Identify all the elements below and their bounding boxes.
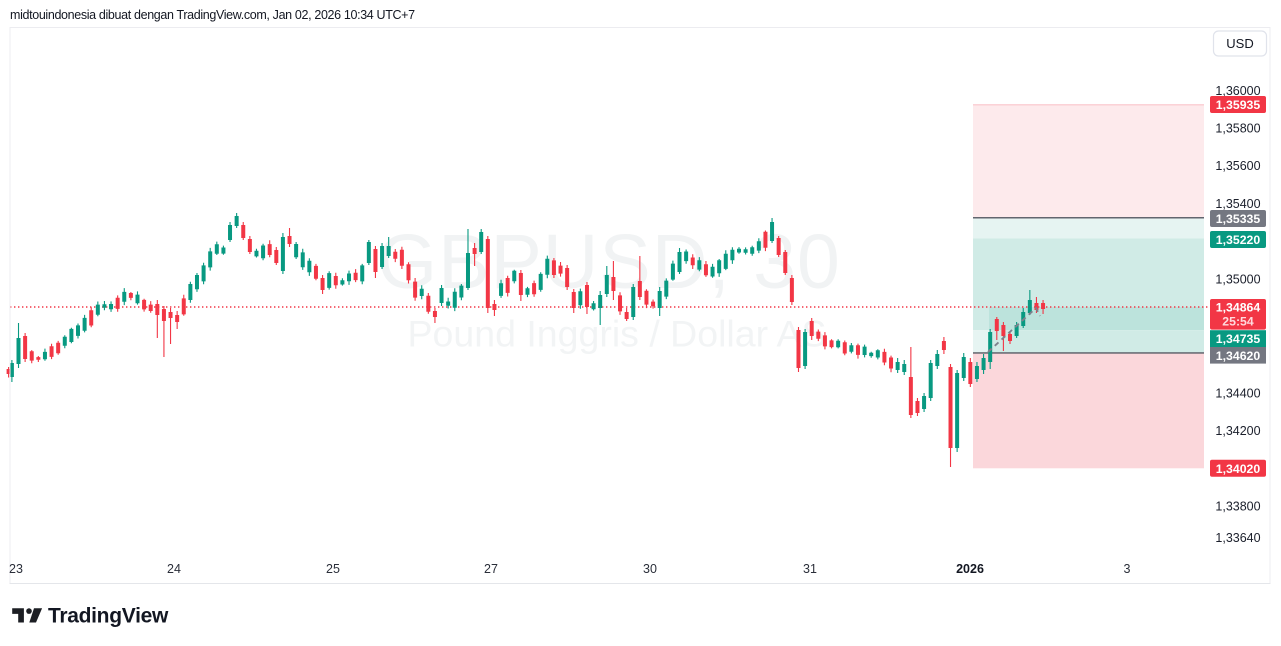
svg-text:1,35220: 1,35220 [1216,233,1261,247]
svg-text:1,35935: 1,35935 [1216,98,1261,112]
svg-text:1,35335: 1,35335 [1216,212,1261,226]
svg-text:1,35600: 1,35600 [1215,159,1260,173]
svg-text:1,34620: 1,34620 [1216,349,1261,363]
svg-text:30: 30 [643,562,657,576]
svg-text:Pound Inggris / Dollar AS: Pound Inggris / Dollar AS [408,313,827,355]
svg-text:2026: 2026 [956,562,984,576]
svg-text:31: 31 [803,562,817,576]
svg-text:25: 25 [326,562,340,576]
svg-text:1,33800: 1,33800 [1215,500,1260,514]
svg-text:midtouindonesia dibuat dengan: midtouindonesia dibuat dengan TradingVie… [10,8,415,22]
svg-text:1,35800: 1,35800 [1215,122,1260,136]
svg-text:1,34864: 1,34864 [1216,301,1261,315]
svg-text:1,34735: 1,34735 [1216,332,1261,346]
svg-text:1,36000: 1,36000 [1215,84,1260,98]
svg-text:1,35400: 1,35400 [1215,197,1260,211]
svg-text:1,34400: 1,34400 [1215,387,1260,401]
svg-text:1,34020: 1,34020 [1216,462,1261,476]
svg-text:1,35000: 1,35000 [1215,273,1260,287]
svg-text:TradingView: TradingView [48,605,169,628]
svg-text:USD: USD [1226,36,1253,51]
svg-text:25:54: 25:54 [1222,315,1254,329]
svg-text:3: 3 [1124,562,1131,576]
svg-text:24: 24 [167,562,181,576]
svg-text:23: 23 [9,562,23,576]
svg-text:1,34200: 1,34200 [1215,424,1260,438]
svg-text:1,33640: 1,33640 [1215,531,1260,545]
svg-text:27: 27 [484,562,498,576]
